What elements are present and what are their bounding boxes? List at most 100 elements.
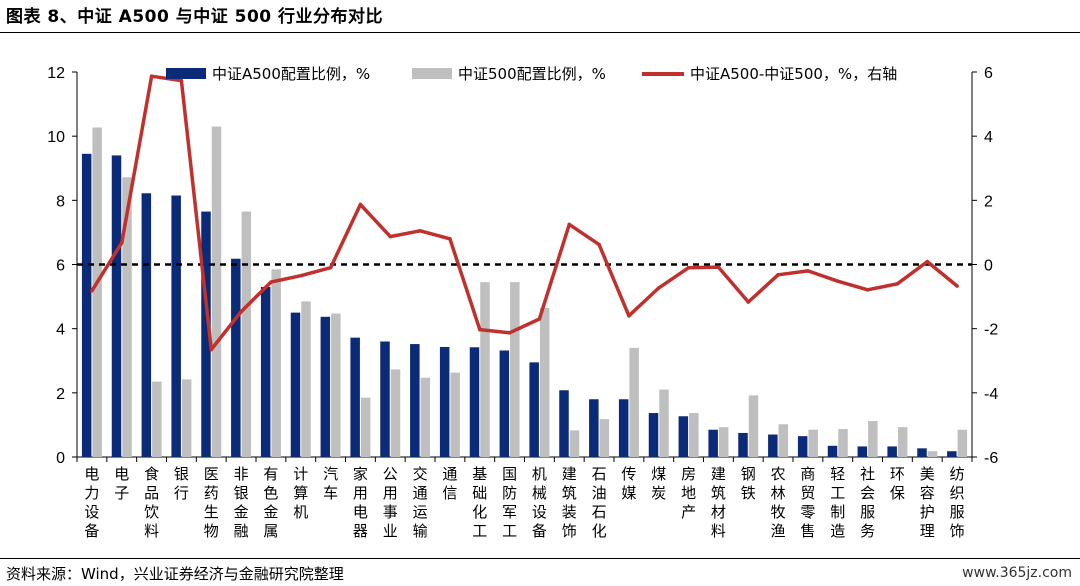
diff-point bbox=[477, 327, 482, 332]
bar-a500 bbox=[648, 413, 659, 457]
bar-zz500 bbox=[748, 395, 759, 457]
bar-zz500 bbox=[510, 282, 520, 457]
bar-zz500 bbox=[92, 127, 102, 458]
right-tick-label: -4 bbox=[984, 386, 998, 403]
category-label: 社会服务 bbox=[860, 465, 875, 540]
bar-a500 bbox=[589, 399, 599, 457]
bar-zz500 bbox=[838, 429, 848, 457]
right-tick-label: 0 bbox=[984, 258, 993, 275]
bar-a500 bbox=[947, 451, 957, 457]
bar-a500 bbox=[380, 341, 390, 457]
source-note: 资料来源：Wind，兴业证券经济与金融研究院整理 bbox=[6, 565, 344, 583]
diff-point bbox=[597, 242, 601, 247]
diff-point bbox=[328, 265, 333, 270]
diff-point bbox=[567, 222, 572, 227]
bar-a500 bbox=[201, 211, 211, 457]
diff-point bbox=[925, 259, 930, 264]
chart-title: 图表 8、中证 A500 与中证 500 行业分布对比 bbox=[6, 7, 384, 27]
diff-point bbox=[895, 281, 900, 286]
left-tick-label: 0 bbox=[56, 450, 65, 467]
bar-zz500 bbox=[778, 424, 789, 457]
left-tick-label: 6 bbox=[56, 258, 65, 275]
right-tick-label: -6 bbox=[984, 450, 998, 467]
left-tick-label: 2 bbox=[56, 386, 65, 403]
bar-a500 bbox=[231, 258, 241, 457]
bar-zz500 bbox=[241, 211, 252, 457]
bottom-rule bbox=[0, 558, 1080, 559]
category-label: 机械设备 bbox=[532, 465, 547, 540]
left-tick-label: 10 bbox=[47, 129, 65, 146]
diff-point bbox=[507, 331, 512, 335]
category-label: 环保 bbox=[890, 465, 905, 502]
diff-point bbox=[865, 288, 870, 292]
bar-a500 bbox=[410, 344, 420, 457]
bar-a500 bbox=[141, 193, 152, 457]
legend-swatch-a500 bbox=[166, 68, 206, 79]
category-label: 农林牧渔 bbox=[771, 465, 786, 540]
category-label: 国防军工 bbox=[502, 465, 517, 540]
legend-swatch-zz500 bbox=[412, 68, 452, 79]
bar-a500 bbox=[81, 153, 92, 457]
diff-point bbox=[686, 265, 691, 270]
bar-a500 bbox=[887, 446, 897, 457]
bar-a500 bbox=[827, 445, 838, 457]
diff-point bbox=[298, 273, 303, 278]
bar-a500 bbox=[350, 337, 360, 457]
category-label: 电子 bbox=[114, 465, 129, 502]
right-tick-label: 4 bbox=[984, 129, 993, 146]
bar-zz500 bbox=[122, 177, 132, 457]
bar-zz500 bbox=[181, 379, 192, 457]
category-label: 汽车 bbox=[323, 465, 338, 502]
diff-point bbox=[537, 317, 542, 321]
diff-point bbox=[806, 269, 810, 273]
category-label: 轻工制造 bbox=[830, 465, 845, 540]
bar-zz500 bbox=[301, 301, 311, 457]
bar-zz500 bbox=[539, 307, 550, 457]
category-label: 计算机 bbox=[293, 465, 308, 521]
bar-zz500 bbox=[897, 427, 908, 457]
bar-zz500 bbox=[211, 126, 222, 458]
right-tick-label: 6 bbox=[984, 65, 993, 82]
diff-point bbox=[835, 279, 840, 283]
bar-a500 bbox=[768, 434, 778, 457]
bar-zz500 bbox=[360, 397, 371, 457]
bar-zz500 bbox=[390, 369, 401, 457]
bar-a500 bbox=[499, 350, 510, 457]
bar-zz500 bbox=[659, 389, 669, 457]
category-label: 电力设备 bbox=[84, 465, 99, 540]
category-label: 医药生物 bbox=[204, 465, 219, 540]
right-tick-label: -2 bbox=[984, 322, 998, 339]
category-label: 商贸零售 bbox=[800, 465, 815, 540]
bar-zz500 bbox=[629, 347, 639, 457]
category-label: 建筑装饰 bbox=[562, 465, 577, 540]
bar-a500 bbox=[111, 155, 122, 457]
diff-line-series bbox=[90, 74, 959, 352]
bar-a500 bbox=[618, 399, 629, 457]
bar-a500 bbox=[439, 346, 450, 457]
category-label: 纺织服饰 bbox=[950, 465, 965, 540]
bar-zz500 bbox=[868, 421, 878, 457]
bar-zz500 bbox=[718, 427, 729, 457]
diff-point bbox=[388, 234, 393, 239]
diff-point bbox=[179, 78, 184, 83]
category-label: 银行 bbox=[174, 465, 189, 502]
category-label: 公用事业 bbox=[383, 465, 398, 540]
diff-point bbox=[149, 74, 154, 78]
bar-a500 bbox=[469, 347, 480, 457]
legend: 中证A500配置比例，% 中证500配置比例，% 中证A500-中证500，%，右轴 bbox=[166, 65, 897, 83]
bar-a500 bbox=[797, 436, 808, 457]
diff-point bbox=[448, 237, 452, 241]
right-tick-label: 2 bbox=[984, 193, 993, 210]
diff-line bbox=[90, 74, 959, 352]
top-rule bbox=[0, 32, 1080, 33]
bar-zz500 bbox=[599, 419, 610, 457]
diff-point bbox=[656, 286, 661, 290]
category-label: 煤炭 bbox=[651, 465, 666, 502]
bar-a500 bbox=[320, 316, 331, 457]
category-label: 通信 bbox=[442, 465, 457, 502]
category-labels: 电力设备电子食品饮料银行医药生物非银金融有色金属计算机汽车家用电器公用事业交通运… bbox=[84, 465, 964, 540]
legend-label-a500: 中证A500配置比例，% bbox=[212, 65, 370, 83]
category-label: 美容护理 bbox=[920, 465, 935, 540]
diff-point bbox=[119, 240, 124, 245]
